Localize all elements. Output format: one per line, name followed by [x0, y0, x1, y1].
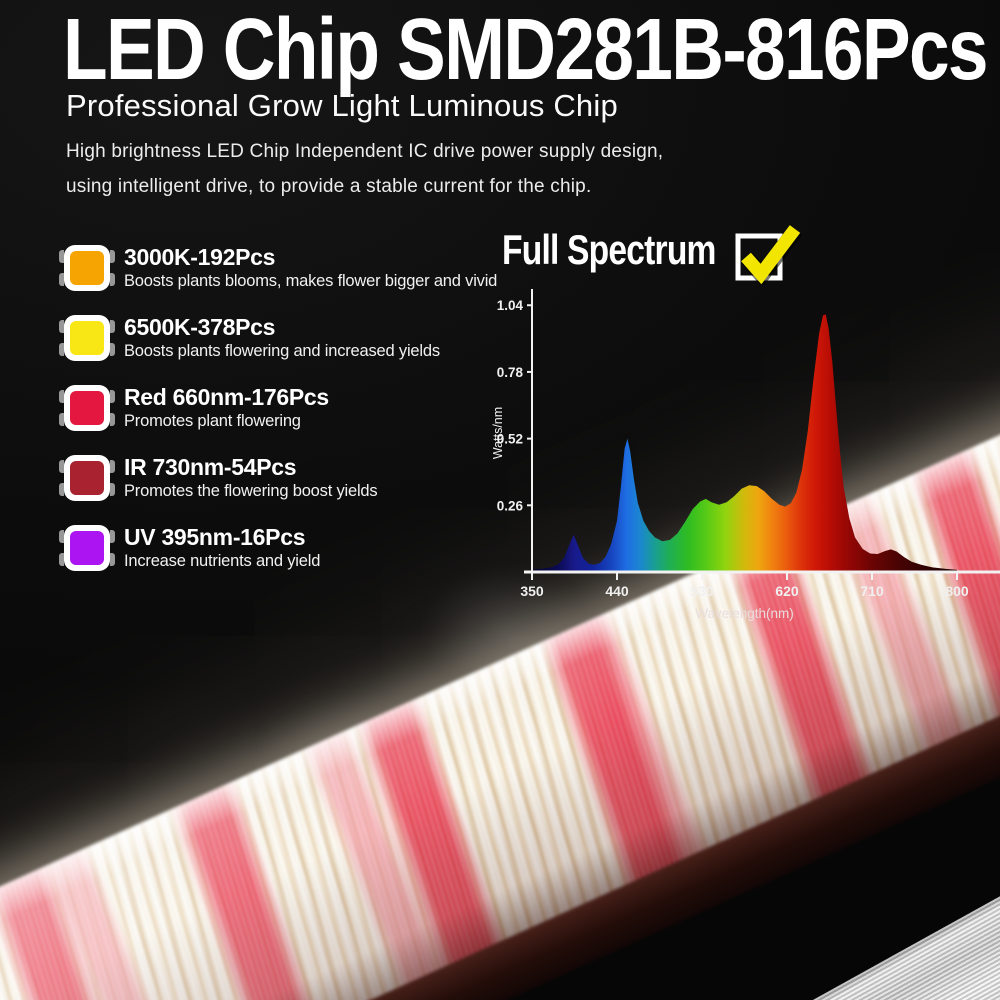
led-chip-swatch-icon — [59, 315, 115, 361]
chip-item-3000k: 3000K-192Pcs Boosts plants blooms, makes… — [59, 244, 498, 291]
chip-item-ir730: IR 730nm-54Pcs Promotes the flowering bo… — [59, 454, 497, 501]
x-tick-label: 440 — [605, 583, 629, 599]
x-tick-label: 710 — [860, 583, 884, 599]
chip-label: IR 730nm-54Pcs — [124, 454, 297, 480]
chip-color-fill — [70, 531, 104, 565]
spectrum-chart: 350 440 530 620 710 800 0.26 0.52 0.78 1.04 Watts/… — [490, 283, 1000, 628]
chip-description: Promotes the flowering boost yields — [124, 482, 378, 500]
full-spectrum-heading: Full Spectrum — [502, 226, 716, 273]
led-chip-swatch-icon — [59, 245, 115, 291]
chip-label: 6500K-378Pcs — [124, 314, 276, 340]
full-spectrum-header: Full Spectrum — [502, 225, 803, 285]
led-chip-swatch-icon — [59, 525, 115, 571]
chip-item-6500k: 6500K-378Pcs Boosts plants flowering and… — [59, 314, 497, 361]
x-tick-label: 350 — [520, 583, 544, 599]
chip-legend: 3000K-192Pcs Boosts plants blooms, makes… — [59, 244, 498, 595]
x-tick-label: 530 — [690, 583, 714, 599]
chip-description: Boosts plants flowering and increased yi… — [124, 342, 440, 360]
chip-item-red660: Red 660nm-176Pcs Promotes plant flowerin… — [59, 384, 497, 431]
spectrum-chart-svg: 350 440 530 620 710 800 0.26 0.52 0.78 1.04 Watts/… — [491, 289, 1000, 621]
x-tick-label: 620 — [775, 583, 799, 599]
led-chip-swatch-icon — [59, 455, 115, 501]
y-axis-title: Watts/nm — [491, 407, 505, 459]
chip-label: 3000K-192Pcs — [124, 244, 276, 270]
chip-color-fill — [70, 251, 104, 285]
chip-color-fill — [70, 321, 104, 355]
chip-item-uv395: UV 395nm-16Pcs Increase nutrients and yi… — [59, 524, 497, 571]
y-tick-label: 0.26 — [497, 498, 524, 513]
y-tick-label: 1.04 — [497, 298, 524, 313]
checkmark-icon — [741, 225, 801, 285]
chip-color-fill — [70, 461, 104, 495]
chip-description: Promotes plant flowering — [124, 412, 301, 430]
chip-description: Boosts plants blooms, makes flower bigge… — [124, 272, 498, 290]
chip-label: Red 660nm-176Pcs — [124, 384, 329, 410]
led-chip-swatch-icon — [59, 385, 115, 431]
checkbox-checked-icon — [735, 225, 803, 285]
y-tick-label: 0.52 — [497, 432, 523, 447]
x-axis-title: Wavelength(nm) — [695, 606, 794, 621]
chip-label: UV 395nm-16Pcs — [124, 524, 306, 550]
chip-color-fill — [70, 391, 104, 425]
y-tick-label: 0.78 — [497, 365, 524, 380]
chip-description: Increase nutrients and yield — [124, 552, 321, 570]
x-tick-label: 800 — [945, 583, 969, 599]
spectrum-area — [532, 314, 957, 572]
